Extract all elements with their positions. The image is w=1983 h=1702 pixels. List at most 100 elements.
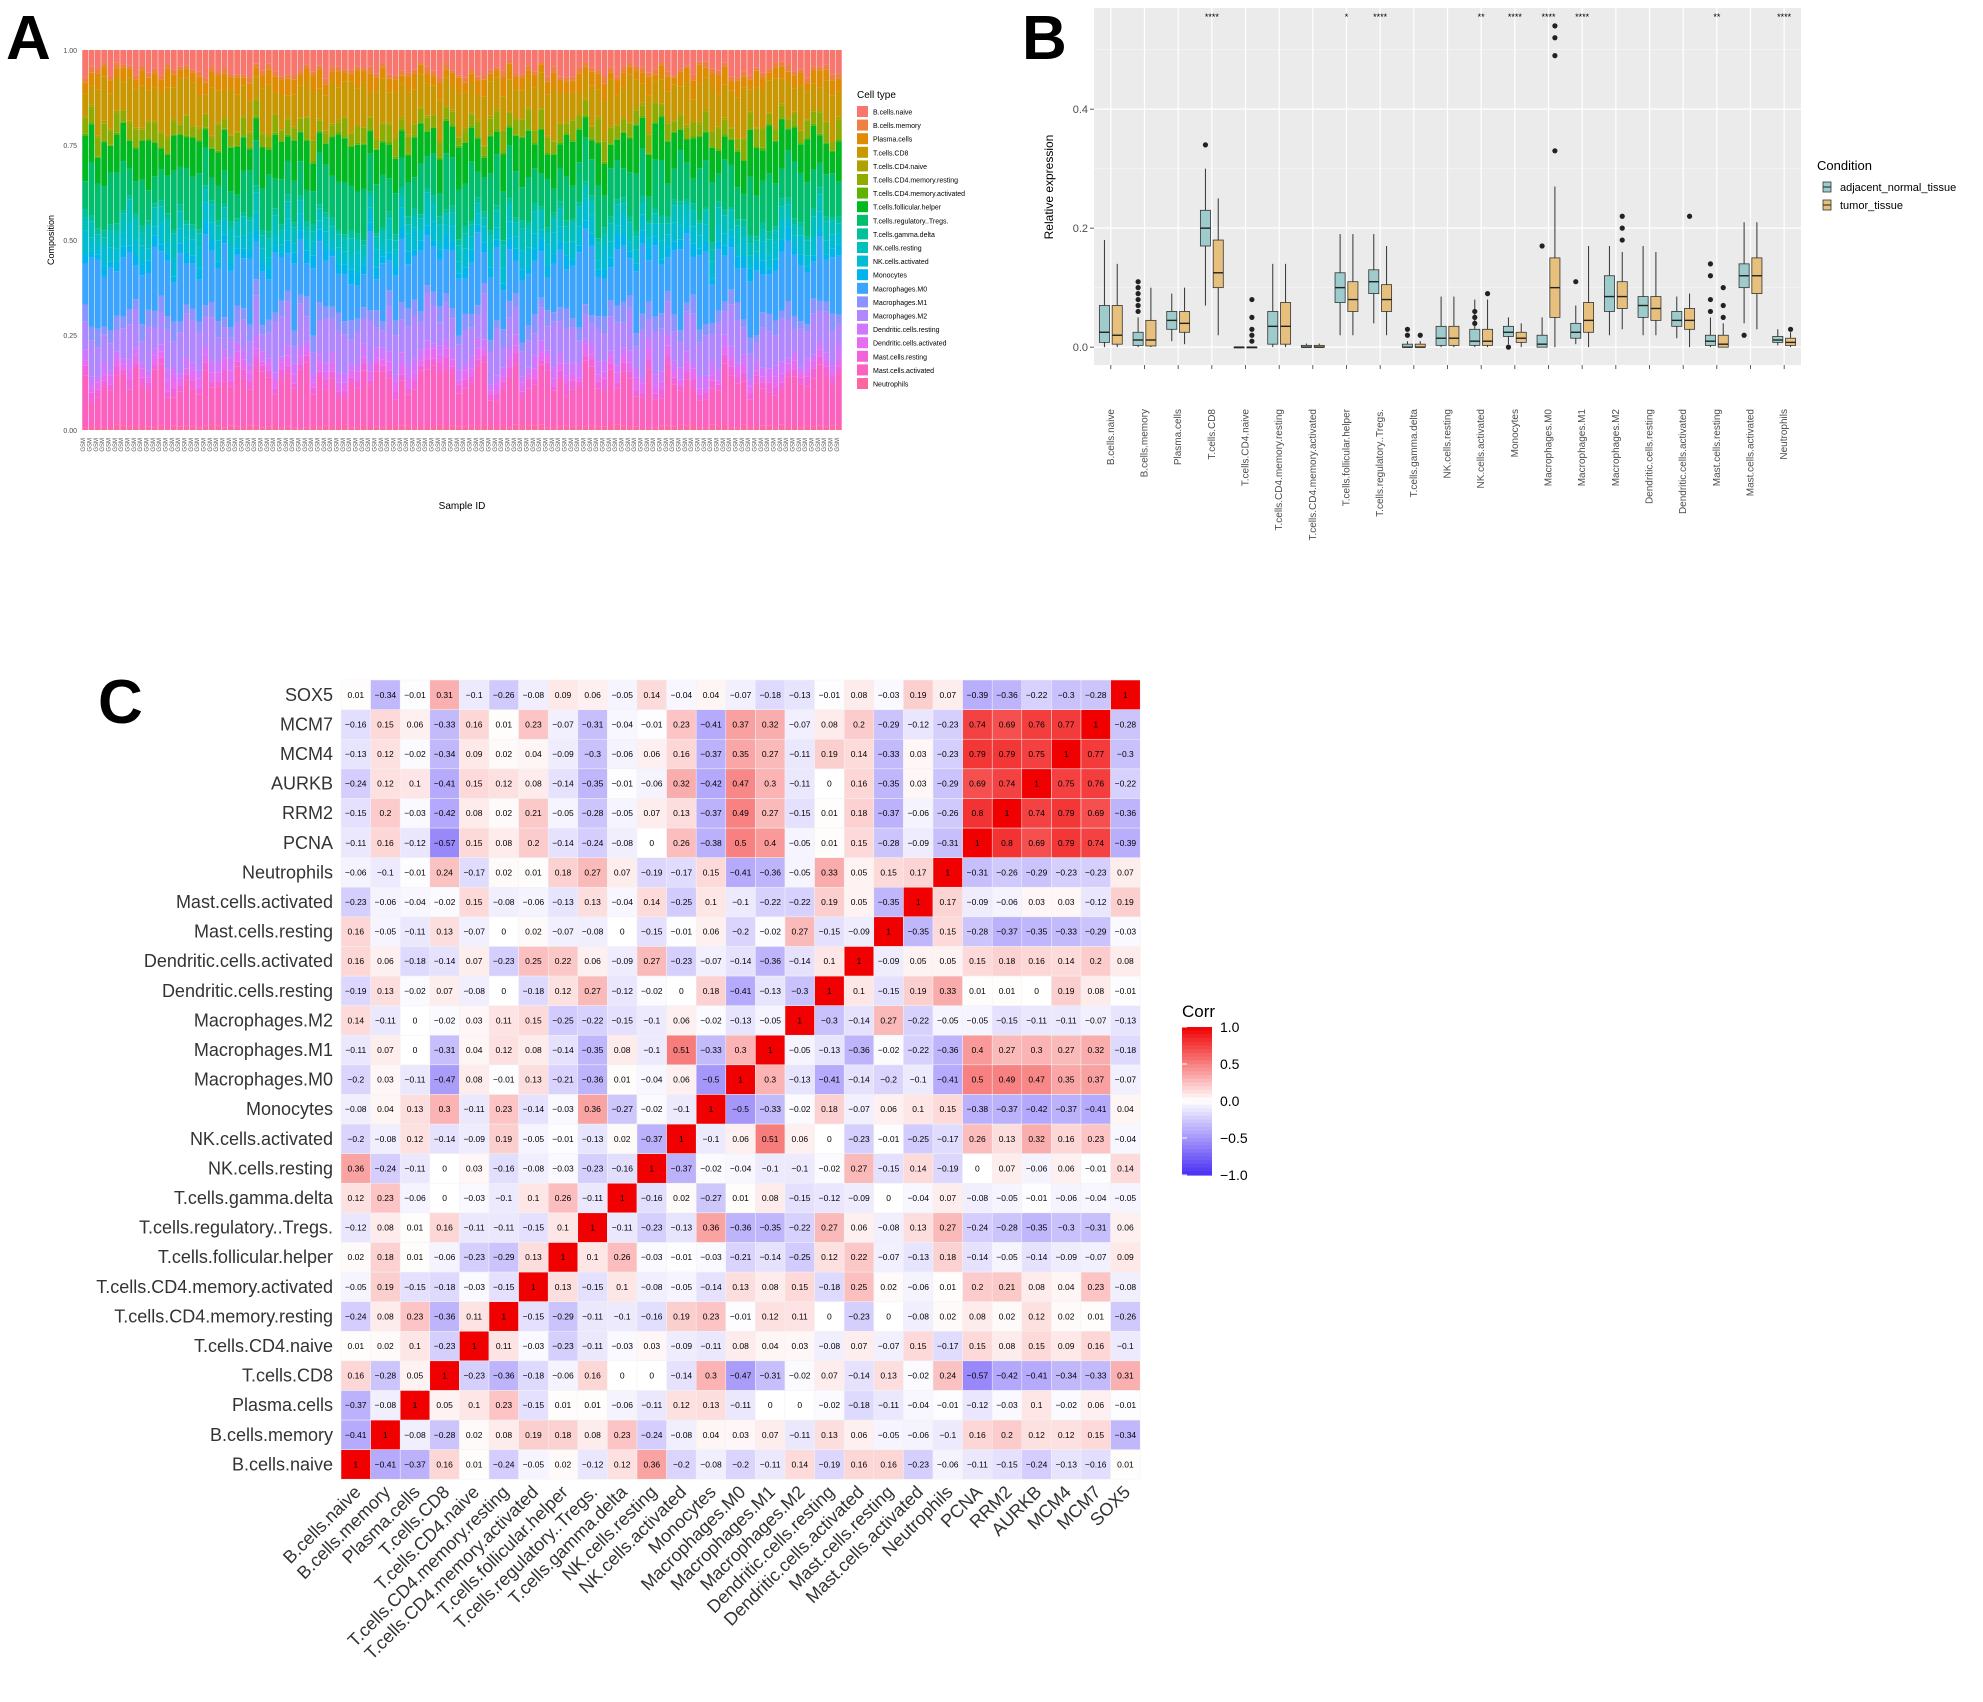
composition-bar-segment <box>462 330 469 365</box>
heatmap-cell <box>903 798 934 829</box>
composition-bar-segment <box>734 225 741 247</box>
composition-bar-segment <box>354 365 361 372</box>
heatmap-cell-value: −0.12 <box>967 1400 989 1410</box>
composition-bar-segment <box>557 370 564 380</box>
x-tick-label-b: Dendritic.cells.resting <box>1645 409 1656 504</box>
composition-bar-segment <box>778 61 785 67</box>
composition-bar-segment <box>544 135 551 138</box>
heatmap-cell <box>429 1034 460 1066</box>
composition-bar-segment <box>170 134 177 136</box>
heatmap-cell-value: 0.3 <box>764 1075 776 1085</box>
composition-bar-segment <box>626 378 633 427</box>
composition-bar-segment <box>772 395 779 428</box>
composition-bar-segment <box>664 121 671 124</box>
composition-bar-segment <box>626 138 633 173</box>
composition-bar-segment <box>557 241 564 250</box>
composition-bar-segment <box>215 425 222 430</box>
box-body <box>1145 319 1157 347</box>
heatmap-cell <box>1051 1271 1082 1302</box>
composition-bar-segment <box>519 382 526 392</box>
x-axis-title-a: Sample ID <box>439 501 486 512</box>
composition-bar-segment <box>436 216 443 225</box>
heatmap-cell <box>843 1005 875 1036</box>
composition-bar-segment <box>829 74 836 81</box>
composition-bar-segment <box>411 69 418 74</box>
composition-bar-segment <box>202 94 209 114</box>
composition-bar-segment <box>500 191 507 241</box>
heatmap-cell-value: 0.4 <box>764 838 776 848</box>
legend-swatch-a <box>857 242 868 253</box>
heatmap-cell <box>399 946 431 977</box>
composition-bar-segment <box>785 71 792 82</box>
composition-bar-segment <box>835 73 842 79</box>
composition-bar-segment <box>690 121 697 123</box>
composition-bar-segment <box>398 380 405 426</box>
legend-gradient-step <box>1182 1108 1212 1113</box>
composition-bar-segment <box>563 133 570 135</box>
composition-bar-segment <box>576 226 583 246</box>
composition-bar-segment <box>588 50 595 68</box>
y-axis-label-c: T.cells.CD4.memory.activated <box>96 1277 333 1297</box>
composition-bar-segment <box>101 427 108 430</box>
composition-bar-segment <box>449 205 456 213</box>
composition-bar-segment <box>139 127 146 130</box>
heatmap-cell-value: −0.18 <box>523 986 545 996</box>
composition-bar-segment <box>107 230 114 248</box>
composition-bar-segment <box>215 372 222 382</box>
composition-bar-segment <box>88 50 95 67</box>
composition-bar-segment <box>202 370 209 426</box>
composition-bar-segment <box>208 222 215 239</box>
composition-bar-segment <box>595 328 602 362</box>
composition-bar-segment <box>455 278 462 336</box>
composition-bar-segment <box>303 50 310 65</box>
composition-bar-segment <box>417 108 424 123</box>
composition-bar-segment <box>227 147 234 192</box>
heatmap-cell-value: 0 <box>501 986 506 996</box>
heatmap-cell-value: −0.42 <box>700 779 722 789</box>
composition-bar-segment <box>810 313 817 355</box>
composition-bar-segment <box>639 392 646 398</box>
box-outlier <box>1135 302 1141 309</box>
composition-bar-segment <box>455 137 462 146</box>
heatmap-cell <box>814 1330 845 1362</box>
composition-bar-segment <box>253 231 260 242</box>
composition-bar-segment <box>804 137 811 140</box>
composition-bar-segment <box>170 258 177 277</box>
composition-bar-segment <box>715 126 722 129</box>
heatmap-cell-value: 1 <box>945 867 950 877</box>
heatmap-cell-value: −0.11 <box>878 1400 899 1410</box>
heatmap-cell-value: 0 <box>679 986 684 996</box>
composition-bar-segment <box>94 157 101 184</box>
composition-bar-segment <box>443 339 450 349</box>
heatmap-cell <box>725 1330 756 1362</box>
composition-bar-segment <box>82 77 89 83</box>
composition-bar-segment <box>835 233 842 245</box>
heatmap-cell <box>814 1094 845 1125</box>
composition-bar-segment <box>82 133 89 136</box>
composition-bar-segment <box>398 50 405 71</box>
composition-bar-segment <box>582 314 589 339</box>
heatmap-cell-value: 0.12 <box>614 1459 631 1469</box>
legend-gradient-step <box>1182 1104 1212 1109</box>
composition-bar-segment <box>569 380 576 390</box>
box-outlier <box>1249 332 1255 338</box>
composition-bar-segment <box>474 80 481 96</box>
heatmap-cell <box>962 679 993 710</box>
heatmap-cell-value: 0.01 <box>940 1282 957 1292</box>
heatmap-cell-value: 0.74 <box>969 719 986 729</box>
composition-bar-segment <box>740 219 747 228</box>
composition-bar-segment <box>158 425 165 430</box>
composition-bar-segment <box>728 90 735 128</box>
composition-bar-segment <box>740 381 747 425</box>
composition-bar-segment <box>531 127 538 131</box>
composition-bar-segment <box>88 257 95 327</box>
significance-mark: **** <box>1508 12 1523 22</box>
composition-bar-segment <box>246 131 253 134</box>
heatmap-cell-value: −0.3 <box>791 986 808 996</box>
heatmap-cell <box>399 1301 431 1332</box>
heatmap-cell-value: 0.18 <box>999 956 1016 966</box>
composition-bar-segment <box>189 308 196 321</box>
composition-bar-segment <box>772 126 779 130</box>
heatmap-cell-value: 0.14 <box>1117 1163 1134 1173</box>
composition-bar-segment <box>683 302 690 312</box>
